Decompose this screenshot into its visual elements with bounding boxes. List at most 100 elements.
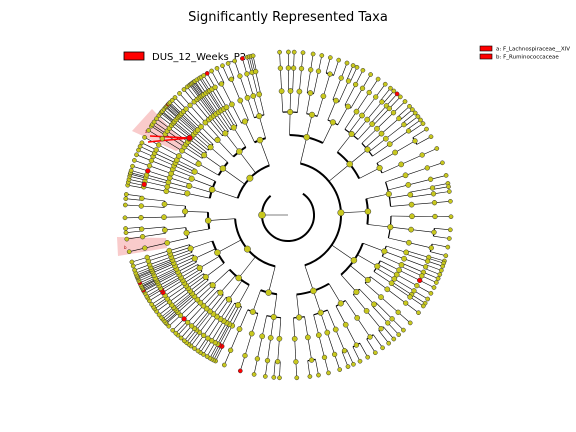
tree-branch <box>346 65 354 81</box>
tree-branch <box>258 116 266 139</box>
tree-branch <box>434 228 451 231</box>
tree-branch <box>331 244 355 261</box>
clade-highlight-letter-b: b <box>124 245 127 250</box>
tree-branch <box>166 106 179 118</box>
clade-legend-swatch-a <box>479 45 493 52</box>
taxon-node <box>187 102 193 108</box>
taxon-node <box>425 296 431 302</box>
taxon-node <box>201 332 207 339</box>
taxon-node <box>183 106 189 112</box>
tree-branch <box>176 259 196 270</box>
cladogram-tree <box>122 49 454 381</box>
tree-branch <box>380 88 391 101</box>
tree-branch <box>162 308 175 320</box>
taxon-node <box>139 140 145 146</box>
tree-arc <box>234 218 276 268</box>
taxon-node <box>142 245 148 251</box>
tree-branch <box>252 55 257 72</box>
tree-branch <box>375 302 393 320</box>
tree-branch <box>163 310 177 322</box>
taxon-node <box>220 63 225 69</box>
taxon-node <box>417 277 423 284</box>
tree-branch <box>357 123 373 140</box>
taxon-node <box>310 287 317 295</box>
tree-branch <box>225 133 240 152</box>
tree-branch <box>133 260 149 267</box>
tree-branch <box>168 315 181 327</box>
tree-branch <box>175 162 195 172</box>
tree-branch <box>128 179 145 184</box>
taxon-node <box>379 99 385 105</box>
tree-branch <box>402 263 424 273</box>
tree-branch <box>171 173 192 181</box>
tree-branch <box>137 271 153 278</box>
tree-branch <box>187 275 206 289</box>
tree-branch <box>244 333 252 356</box>
taxon-node <box>244 71 250 77</box>
tree-branch <box>244 121 255 143</box>
taxon-node <box>296 314 303 321</box>
legend-label-dus-12-weeks-p2: DUS_12_Weeks_P2 <box>152 52 246 63</box>
tree-branch <box>130 172 147 178</box>
tree-branch <box>397 106 410 118</box>
tree-branch <box>200 287 216 303</box>
taxon-node <box>123 230 129 236</box>
tree-branch <box>419 280 435 288</box>
tree-branch <box>432 183 448 187</box>
taxon-node <box>126 249 132 255</box>
tree-branch <box>209 90 223 111</box>
taxon-node <box>164 240 171 246</box>
taxon-node <box>139 195 145 202</box>
taxon-node <box>178 335 184 341</box>
tree-branch <box>213 345 222 361</box>
taxon-node <box>154 116 159 122</box>
taxon-node <box>170 327 176 333</box>
tree-branch <box>128 181 145 186</box>
tree-branch <box>422 148 437 156</box>
taxon-node <box>396 332 402 337</box>
taxon-node <box>307 90 314 96</box>
tree-branch <box>185 211 209 213</box>
taxon-node <box>371 301 377 308</box>
tree-branch <box>434 201 451 203</box>
tree-branch <box>213 297 227 315</box>
taxon-node <box>128 168 134 173</box>
tree-branch <box>433 235 450 239</box>
tree-branch <box>222 168 246 185</box>
tree-branch <box>392 281 412 295</box>
tree-branch <box>376 152 396 164</box>
clade-legend-label-a: a: F_Lachnospiraceae__XIV <box>496 47 570 53</box>
tree-branch <box>389 194 411 199</box>
tree-branch <box>169 102 182 114</box>
tree-branch <box>294 338 297 362</box>
tree-branch <box>261 315 267 337</box>
tree-branch <box>279 361 281 378</box>
taxon-node <box>420 303 426 309</box>
tree-branch <box>180 299 198 316</box>
tree-branch <box>396 274 418 286</box>
tree-branch <box>393 101 406 113</box>
taxon-node <box>338 75 344 81</box>
taxon-node <box>198 123 204 130</box>
tree-branch <box>248 56 254 73</box>
taxon-node <box>345 103 351 110</box>
taxon-node <box>291 49 297 55</box>
tree-branch <box>402 112 416 124</box>
tree-branch <box>231 79 241 101</box>
tree-branch <box>217 239 242 253</box>
tree-branch <box>327 309 336 330</box>
tree-branch <box>344 111 357 130</box>
tree-branch <box>381 118 400 134</box>
tree-branch <box>131 257 148 263</box>
taxon-node <box>145 168 151 174</box>
taxon-node <box>327 55 333 60</box>
taxon-node <box>209 68 214 74</box>
tree-branch <box>200 338 210 353</box>
taxon-node <box>428 245 434 251</box>
taxon-node <box>201 152 208 159</box>
tree-branch <box>304 265 314 291</box>
taxon-node <box>271 375 277 380</box>
tree-branch <box>138 149 154 157</box>
tree-branch <box>205 262 225 278</box>
